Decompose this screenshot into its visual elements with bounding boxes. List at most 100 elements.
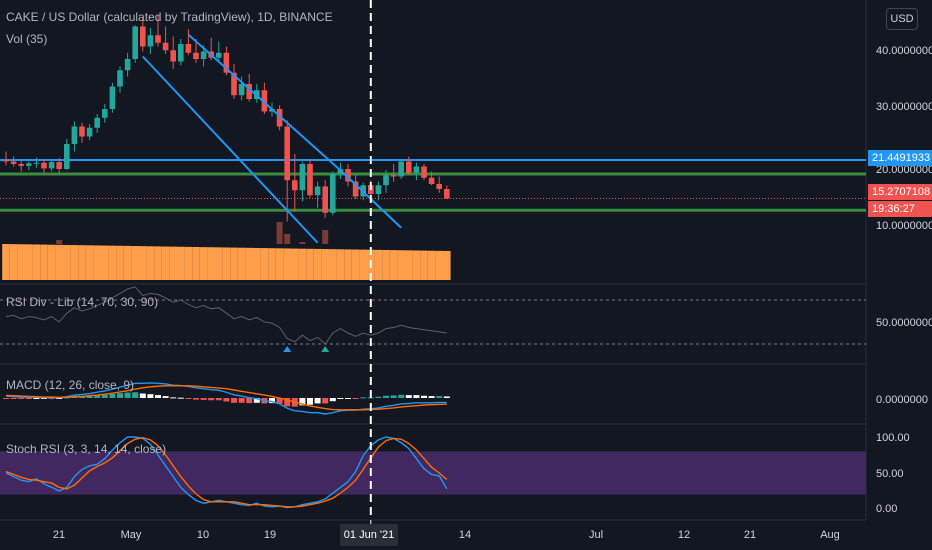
volume-bar	[382, 250, 390, 280]
volume-spike	[322, 230, 329, 244]
macd-histogram-bar	[185, 398, 192, 399]
candle-down	[10, 161, 17, 164]
stoch-tick: 0.00	[876, 503, 898, 515]
macd-histogram-bar	[337, 398, 344, 399]
macd-histogram-bar	[109, 393, 116, 398]
rsi-line	[5, 286, 447, 345]
macd-histogram-bar	[117, 393, 123, 398]
macd-histogram-bar	[177, 397, 184, 399]
volume-bar	[169, 246, 177, 280]
rsi-divergence-marker	[321, 346, 330, 352]
macd-histogram-bar	[253, 398, 260, 403]
volume-bar	[321, 249, 329, 280]
volume-bar	[344, 249, 352, 280]
macd-histogram-bar	[421, 395, 427, 398]
macd-histogram-bar	[398, 394, 405, 398]
macd-histogram-bar	[375, 396, 382, 398]
crosshair-date-label: 01 Jun '21	[340, 524, 398, 546]
macd-histogram-bar	[139, 393, 146, 398]
candle-down	[345, 169, 351, 182]
volume-bar	[108, 245, 117, 280]
x-tick: 10	[196, 529, 210, 541]
volume-bar	[253, 247, 261, 280]
volume-bar	[55, 244, 63, 280]
volume-bar	[283, 248, 291, 280]
currency-button[interactable]: USD	[886, 8, 918, 30]
volume-spike	[299, 242, 306, 244]
macd-histogram-bar	[443, 396, 450, 398]
candle-down	[428, 177, 435, 184]
candle-up	[64, 144, 70, 169]
macd-histogram-bar	[41, 398, 47, 399]
countdown-tag: 19:36:27	[868, 201, 932, 217]
volume-bar	[25, 244, 33, 280]
macd-histogram-bar	[405, 395, 412, 398]
volume-bar	[63, 244, 71, 280]
price-tick: 10.0000000	[876, 220, 932, 232]
candle-down	[140, 26, 146, 47]
macd-histogram-bar	[322, 398, 329, 404]
price-tick: 30.0000000	[876, 101, 932, 113]
x-tick: 21	[743, 529, 757, 541]
macd-histogram-bar	[124, 392, 131, 398]
macd-histogram-bar	[231, 398, 237, 403]
macd-histogram-bar	[383, 395, 389, 398]
candle-up	[375, 185, 382, 194]
volume-bar	[405, 250, 413, 280]
macd-histogram-bar	[147, 394, 154, 398]
candle-down	[162, 42, 169, 51]
candle-down	[170, 50, 176, 62]
candle-down	[421, 166, 427, 178]
macd-histogram-bar	[360, 397, 367, 399]
volume-bar	[336, 249, 345, 280]
candle-up	[26, 163, 32, 166]
macd-histogram-bar	[94, 395, 101, 398]
candle-up	[398, 161, 404, 177]
rsi-divergence-marker	[283, 346, 292, 352]
stoch-label: Stoch RSI (3, 3, 14, 14, close)	[6, 442, 167, 456]
candle-up	[299, 164, 306, 191]
macd-histogram-bar	[200, 398, 207, 400]
x-tick: 14	[458, 529, 472, 541]
volume-bar	[397, 250, 405, 280]
macd-histogram-bar	[33, 398, 40, 399]
stoch-tick: 50.00	[876, 468, 904, 480]
volume-bar	[420, 250, 428, 280]
candle-down	[79, 126, 85, 137]
candle-up	[109, 86, 116, 109]
volume-bar	[298, 248, 307, 280]
x-tick: 19	[263, 529, 277, 541]
candle-up	[413, 166, 420, 173]
macd-histogram-bar	[276, 398, 283, 404]
volume-bar	[32, 244, 41, 280]
macd-histogram-bar	[436, 396, 443, 398]
volume-bar	[161, 246, 170, 280]
volume-bar	[70, 245, 79, 280]
candle-up	[238, 84, 245, 96]
macd-histogram-bar	[208, 398, 215, 401]
volume-bar	[131, 246, 139, 280]
trend-line	[187, 33, 402, 229]
volume-spike	[276, 222, 283, 244]
macd-histogram-bar	[18, 398, 25, 399]
volume-bar	[139, 246, 147, 280]
candle-down	[246, 84, 252, 99]
volume-spike	[284, 234, 291, 244]
candle-down	[3, 159, 9, 162]
price-tick: 40.0000000	[876, 45, 932, 57]
candle-up	[124, 59, 131, 71]
rsi-label: RSI Div - Lib (14, 70, 30, 90)	[6, 295, 159, 309]
price-tick: 20.0000000	[876, 164, 932, 176]
x-tick: 21	[52, 529, 66, 541]
volume-bar	[123, 245, 132, 280]
macd-histogram-bar	[299, 398, 306, 406]
candle-up	[383, 175, 389, 186]
candle-down	[56, 162, 62, 169]
chart-title: CAKE / US Dollar (calculated by TradingV…	[6, 10, 333, 24]
candle-up	[132, 26, 138, 59]
x-tick: 12	[677, 529, 691, 541]
candle-up	[86, 127, 93, 137]
volume-bar	[222, 247, 231, 280]
candle-down	[284, 126, 290, 181]
